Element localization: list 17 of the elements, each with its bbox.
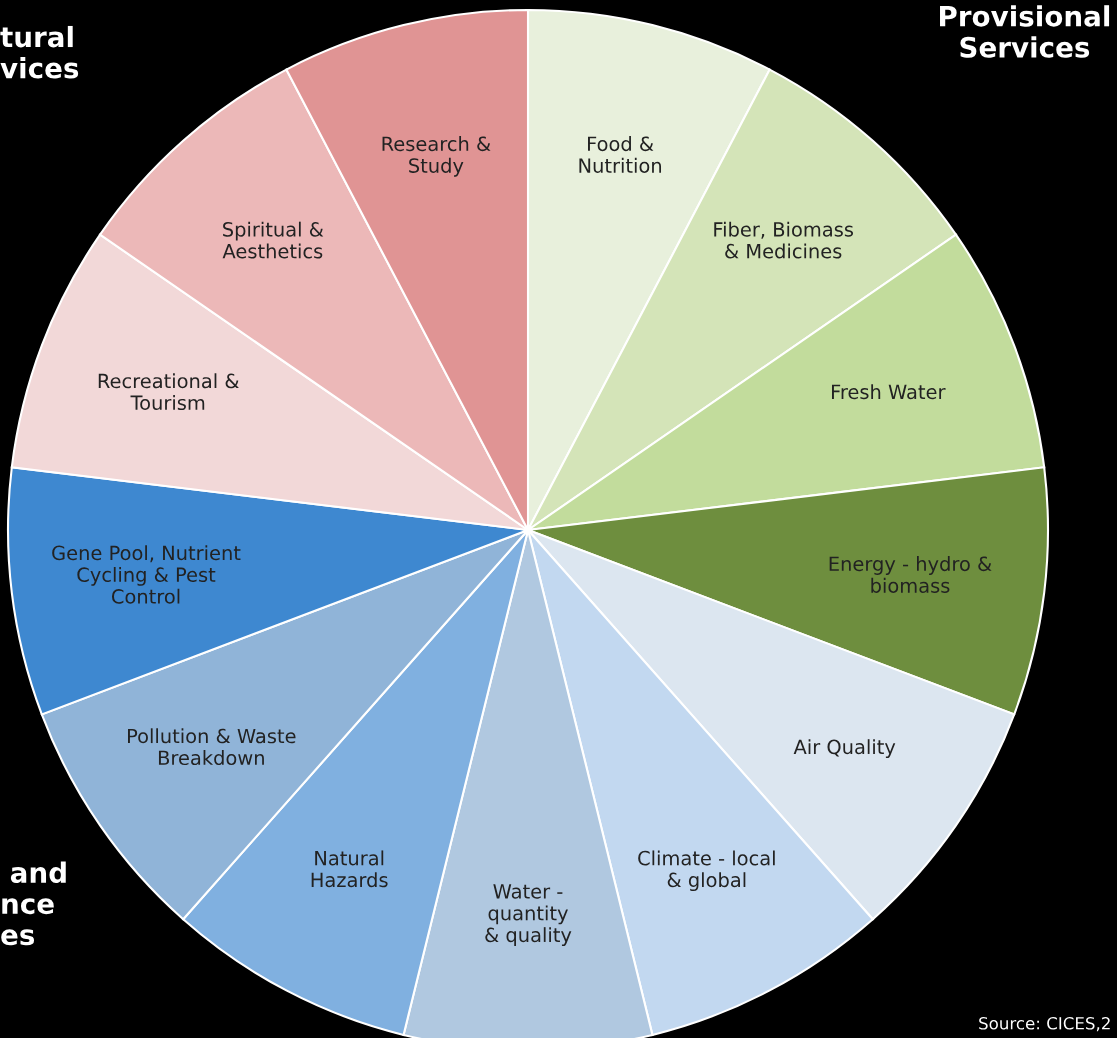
slice-label: Water - quantity & quality xyxy=(485,884,572,946)
slice-label: Recreational & Tourism xyxy=(98,373,239,411)
text: tural vices xyxy=(0,25,79,79)
slice-label: Natural Hazards xyxy=(311,850,388,888)
text: and nce es xyxy=(1,861,66,946)
slice-label: Fiber, Biomass & Medicines xyxy=(714,221,854,259)
slice-label: Climate - local & global xyxy=(638,850,775,892)
slice-label: Research & Study xyxy=(382,136,491,177)
slice-label: Pollution & Waste Breakdown xyxy=(128,728,296,766)
slice-label: Energy - hydro & biomass xyxy=(829,556,992,593)
source-note: Source: CICES,2 xyxy=(979,1016,1110,1032)
slice-label: Gene Pool, Nutrient Cycling & Pest Control xyxy=(52,545,241,604)
slice-label: Food & Nutrition xyxy=(579,136,662,173)
slice-label: Spiritual & Aesthetics xyxy=(222,221,324,259)
slice-label: Air Quality xyxy=(793,739,896,758)
text: Provisional Services xyxy=(940,5,1110,58)
slice-label: Fresh Water xyxy=(832,384,946,400)
